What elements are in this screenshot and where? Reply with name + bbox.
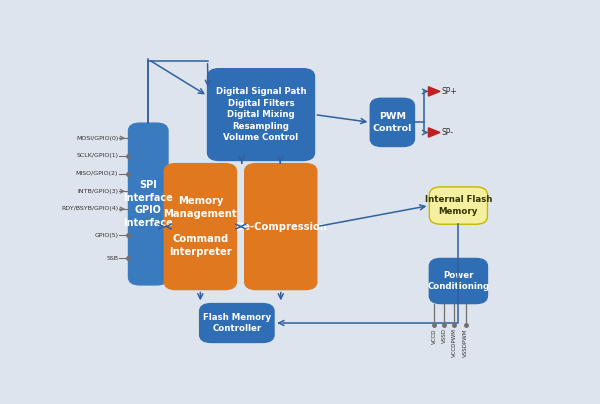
Text: VCCD: VCCD: [431, 328, 436, 344]
Text: INTB/GPIO(3): INTB/GPIO(3): [77, 189, 118, 194]
Polygon shape: [428, 128, 440, 137]
Text: SCLK/GPIO(1): SCLK/GPIO(1): [76, 153, 118, 158]
FancyBboxPatch shape: [208, 69, 314, 160]
Text: GPIO(5): GPIO(5): [94, 233, 118, 238]
FancyBboxPatch shape: [370, 98, 415, 147]
FancyBboxPatch shape: [430, 259, 487, 303]
Text: Digital Signal Path
Digital Filters
Digital Mixing
Resampling
Volume Control: Digital Signal Path Digital Filters Digi…: [215, 87, 307, 142]
Text: VSSDPWM: VSSDPWM: [463, 328, 468, 357]
Text: SP+: SP+: [442, 87, 457, 96]
Text: SPI
Interface
GPIO
Interface: SPI Interface GPIO Interface: [124, 180, 173, 228]
FancyBboxPatch shape: [200, 303, 274, 343]
Text: SP-: SP-: [442, 128, 454, 137]
Text: Power
Conditioning: Power Conditioning: [427, 271, 490, 291]
Text: MOSI/GPIO(0): MOSI/GPIO(0): [76, 136, 118, 141]
Text: Flash Memory
Controller: Flash Memory Controller: [203, 313, 271, 333]
Text: MISO/GPIO(2): MISO/GPIO(2): [76, 171, 118, 176]
FancyBboxPatch shape: [245, 164, 317, 290]
Polygon shape: [428, 87, 440, 96]
Text: De-Compression: De-Compression: [235, 221, 326, 231]
Text: Memory
Management

Command
Interpreter: Memory Management Command Interpreter: [164, 196, 237, 257]
FancyBboxPatch shape: [164, 164, 236, 290]
Text: Internal Flash
Memory: Internal Flash Memory: [425, 196, 492, 216]
Text: VSSD: VSSD: [442, 328, 447, 343]
Text: VCCDPWM: VCCDPWM: [452, 328, 457, 357]
Text: SSB: SSB: [106, 256, 118, 261]
Text: RDY/BSYB/GPIO(4): RDY/BSYB/GPIO(4): [61, 206, 118, 212]
Text: PWM
Control: PWM Control: [373, 112, 412, 133]
FancyBboxPatch shape: [128, 123, 168, 285]
FancyBboxPatch shape: [430, 187, 487, 224]
